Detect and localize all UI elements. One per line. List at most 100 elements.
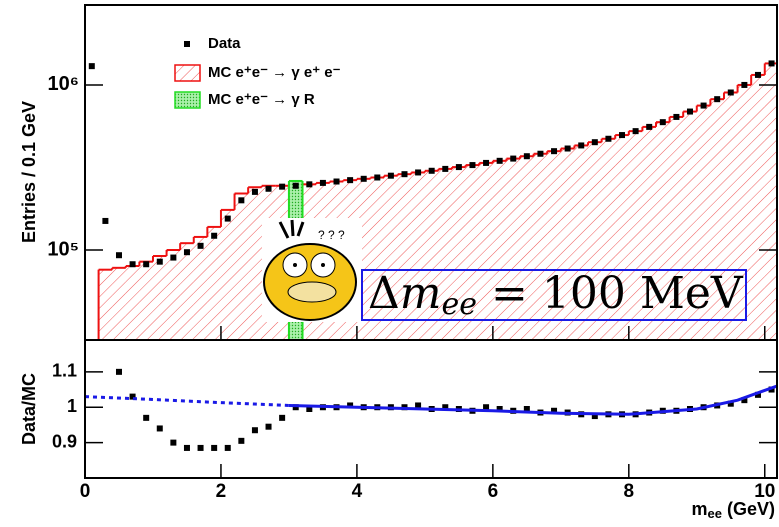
hist-bin bbox=[723, 92, 738, 340]
ratio-point bbox=[238, 437, 245, 444]
x-tick-label: 8 bbox=[624, 481, 635, 502]
data-point bbox=[347, 177, 354, 184]
icon-question: ? ? ? bbox=[318, 228, 345, 242]
data-point bbox=[156, 258, 163, 265]
hist-bin bbox=[98, 269, 113, 340]
data-point bbox=[700, 102, 707, 109]
data-point bbox=[632, 128, 639, 135]
hist-bin bbox=[220, 209, 235, 340]
ratio-point bbox=[754, 391, 761, 398]
hist-bin bbox=[533, 153, 548, 340]
hist-bin bbox=[479, 162, 493, 340]
icon: ? ? ? bbox=[262, 218, 362, 322]
hist-bin bbox=[560, 148, 575, 340]
y-axis-label: Entries / 0.1 GeV bbox=[19, 101, 39, 243]
hist-bin bbox=[452, 167, 466, 340]
data-point bbox=[483, 159, 490, 166]
legend-label: MC e⁺e⁻ → γ R bbox=[208, 91, 315, 108]
hist-bin bbox=[520, 156, 534, 340]
y-tick-label: 1 bbox=[67, 396, 77, 416]
data-point bbox=[211, 232, 218, 239]
fit-line bbox=[288, 384, 777, 416]
ratio-point bbox=[523, 406, 530, 412]
hist-bin bbox=[751, 74, 765, 340]
data-point bbox=[768, 60, 775, 67]
data-point bbox=[523, 153, 530, 160]
hist-bin bbox=[411, 172, 425, 340]
data-point bbox=[564, 145, 571, 152]
icon-pupil bbox=[293, 263, 297, 267]
data-point bbox=[102, 217, 109, 224]
data-point bbox=[537, 150, 544, 157]
data-point bbox=[374, 174, 381, 181]
hist-bin bbox=[669, 116, 684, 340]
data-point bbox=[714, 96, 721, 103]
annotation-rest: = 100 MeV bbox=[477, 268, 744, 319]
ratio-point bbox=[115, 368, 122, 375]
hist-bin bbox=[628, 131, 643, 340]
hist-bin bbox=[424, 170, 439, 340]
hist-bin bbox=[152, 255, 167, 340]
hist-bin bbox=[234, 193, 249, 340]
hist-bin bbox=[370, 177, 385, 340]
data-point bbox=[646, 123, 653, 130]
y-tick-label: 10⁵ bbox=[47, 238, 79, 260]
legend-swatch bbox=[174, 91, 201, 109]
ratio-point bbox=[727, 400, 734, 407]
ratio-point bbox=[265, 423, 272, 430]
hist-bin bbox=[180, 243, 194, 340]
data-point bbox=[727, 89, 734, 96]
x-tick-label: 0 bbox=[80, 481, 91, 502]
ratio-point bbox=[211, 444, 218, 451]
y2-axis-label: Data/MC bbox=[19, 373, 39, 445]
annotation: Δmee = 100 MeV bbox=[368, 268, 744, 323]
hist-bin bbox=[506, 158, 521, 340]
ratio-point bbox=[292, 404, 299, 411]
ratio-point bbox=[496, 406, 503, 412]
data-point bbox=[551, 148, 558, 155]
data-point bbox=[143, 261, 150, 268]
data-point bbox=[496, 157, 503, 164]
data-point bbox=[741, 81, 748, 88]
ratio-point bbox=[224, 444, 231, 451]
data-point bbox=[442, 165, 449, 172]
ratio-point bbox=[306, 406, 313, 412]
top-plot bbox=[88, 60, 777, 340]
foreground: 10⁵ 10⁶ Data MC e⁺e⁻ → γ e⁺ e⁻ MC e⁺e⁻ → γ R… bbox=[47, 4, 778, 502]
hist-bin bbox=[710, 99, 724, 340]
data-point bbox=[129, 261, 136, 268]
ratio-point bbox=[415, 402, 422, 409]
y-tick-label: 1.1 bbox=[52, 361, 77, 381]
ratio-point bbox=[279, 414, 286, 421]
data-point bbox=[510, 155, 517, 162]
data-point bbox=[238, 197, 245, 204]
x-label-sub: ee bbox=[708, 506, 722, 521]
data-point bbox=[197, 242, 204, 249]
ratio-point bbox=[170, 439, 177, 446]
ratio-point bbox=[591, 413, 598, 420]
x-tick-label: 4 bbox=[352, 481, 363, 502]
hist-bin bbox=[384, 175, 398, 340]
data-point bbox=[605, 135, 612, 142]
data-point bbox=[428, 167, 435, 174]
y-tick-label: 0.9 bbox=[52, 431, 77, 451]
hist-bin bbox=[764, 63, 777, 340]
hist-bin bbox=[166, 250, 181, 340]
hist-bin bbox=[588, 142, 602, 340]
annotation-box bbox=[361, 269, 747, 321]
icon-beak bbox=[287, 281, 337, 303]
ratio-point bbox=[551, 407, 558, 414]
x-label-rest: (GeV) bbox=[722, 499, 775, 519]
hist-bin bbox=[492, 160, 507, 340]
data-point bbox=[591, 139, 598, 146]
data-point bbox=[578, 142, 585, 149]
hist-bin bbox=[737, 84, 752, 340]
legend-label: MC e⁺e⁻ → γ e⁺ e⁻ bbox=[208, 64, 341, 81]
data-point bbox=[455, 164, 462, 171]
data-point bbox=[754, 71, 761, 78]
data-point bbox=[619, 132, 626, 139]
data-point bbox=[333, 178, 340, 185]
hist-bin bbox=[465, 165, 480, 340]
data-point bbox=[387, 172, 394, 179]
